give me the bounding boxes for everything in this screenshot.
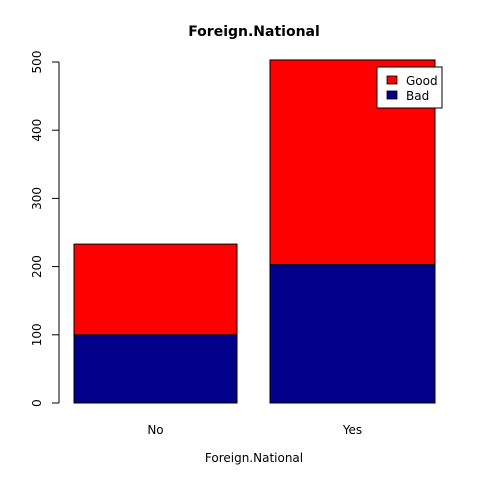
chart-title: Foreign.National [188,24,320,40]
y-tick-label-300: 300 [30,187,44,210]
legend-box [376,66,443,109]
legend-label-good: Good [406,74,438,88]
x-tick-label-no: No [147,423,163,437]
bar-no-good [73,243,238,336]
y-tick-label-400: 400 [30,119,44,142]
bar-no-bad [73,334,238,404]
y-tick-label-0: 0 [30,399,44,407]
legend-swatch-good [386,75,398,85]
x-tick-label-yes: Yes [342,423,362,437]
legend-swatch-bad [386,90,398,100]
y-axis: 0 100 200 300 400 500 [30,51,60,407]
y-tick-label-200: 200 [30,255,44,278]
legend: Good Bad [376,66,443,109]
legend-label-bad: Bad [406,89,429,103]
x-axis-label: Foreign.National [205,451,303,465]
y-tick-label-100: 100 [30,323,44,346]
bars-group [73,59,436,404]
x-tick-labels: No Yes [147,423,362,437]
bar-yes-bad [269,264,436,404]
y-tick-label-500: 500 [30,51,44,74]
